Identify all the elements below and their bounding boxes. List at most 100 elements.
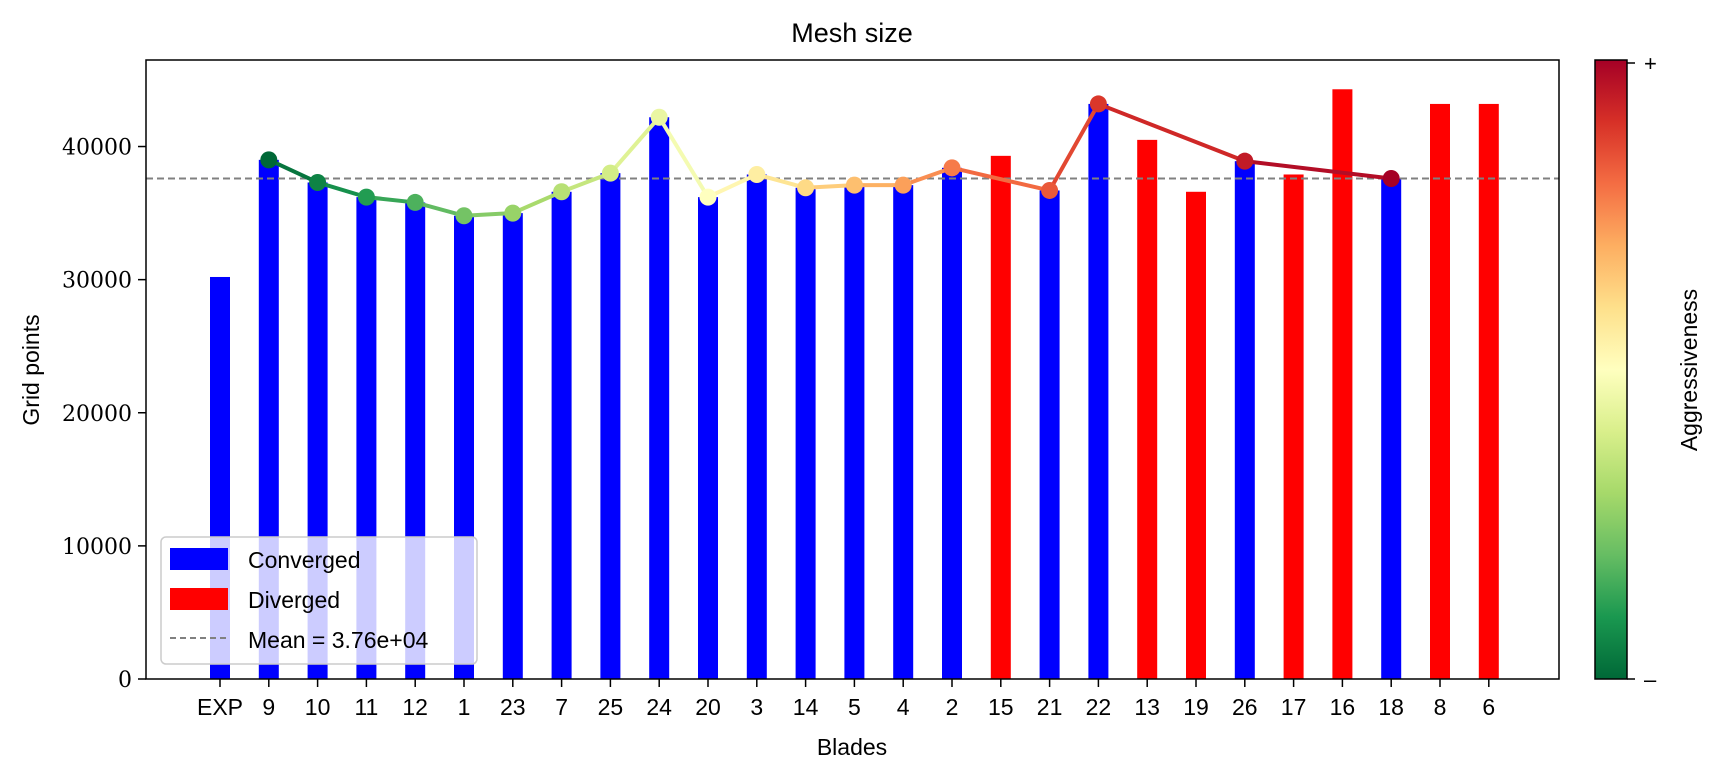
series-segment xyxy=(1242,159,1394,181)
bar-25 xyxy=(600,173,621,679)
aggressiveness-series-group xyxy=(260,95,1400,225)
y-tick-label: 0 xyxy=(118,668,132,693)
y-tick-label: 40000 xyxy=(62,136,132,161)
x-tick-label: 8 xyxy=(1434,694,1447,720)
x-tick-label: 21 xyxy=(1037,694,1063,720)
x-tick-label: 3 xyxy=(750,694,763,720)
x-tick-label: EXP xyxy=(197,694,243,720)
x-tick-label: 2 xyxy=(946,694,959,720)
series-point-23 xyxy=(504,204,522,222)
series-point-14 xyxy=(797,179,815,197)
x-tick-label: 11 xyxy=(354,694,378,720)
x-tick-label: 6 xyxy=(1482,694,1495,720)
bar-16 xyxy=(1332,89,1353,680)
series-segment xyxy=(1096,101,1247,164)
x-tick-label: 4 xyxy=(897,694,910,720)
series-point-10 xyxy=(309,173,327,191)
series-point-18 xyxy=(1382,169,1400,187)
bar-6 xyxy=(1478,103,1499,680)
series-point-20 xyxy=(699,188,717,206)
x-tick-label: 13 xyxy=(1134,694,1160,720)
y-tick-label: 10000 xyxy=(62,535,132,560)
x-tick-label: 16 xyxy=(1330,694,1356,720)
series-segment xyxy=(1047,101,1101,193)
bars-group xyxy=(210,89,1499,680)
x-tick-label: 24 xyxy=(646,694,672,720)
bar-20 xyxy=(698,197,718,680)
y-tick-label: 20000 xyxy=(62,402,132,427)
series-point-7 xyxy=(553,183,571,201)
y-tick-label: 30000 xyxy=(62,269,132,294)
colorbar: + – Aggressiveness xyxy=(1594,51,1702,692)
x-tick-label: 12 xyxy=(402,694,428,720)
legend: Converged Diverged Mean = 3.76e+04 xyxy=(160,536,478,665)
series-point-1 xyxy=(455,207,473,225)
legend-box xyxy=(160,536,478,665)
colorbar-gradient xyxy=(1594,59,1628,680)
bar-23 xyxy=(502,213,523,679)
series-point-26 xyxy=(1236,152,1254,170)
x-tick-label: 14 xyxy=(793,694,819,720)
bar-8 xyxy=(1430,103,1450,680)
colorbar-top-label: + xyxy=(1644,51,1657,76)
bar-14 xyxy=(795,187,816,679)
series-point-5 xyxy=(845,176,863,194)
series-point-3 xyxy=(748,165,766,183)
series-point-4 xyxy=(894,176,912,194)
bar-4 xyxy=(893,185,914,680)
legend-label-mean: Mean = 3.76e+04 xyxy=(248,627,429,653)
plot-frame xyxy=(145,59,1560,680)
colorbar-bottom-label: – xyxy=(1644,667,1657,692)
x-tick-label: 18 xyxy=(1378,694,1404,720)
series-segment xyxy=(510,189,564,216)
x-tick-label: 25 xyxy=(598,694,624,720)
series-point-22 xyxy=(1089,95,1107,113)
series-point-12 xyxy=(406,193,424,211)
bar-2 xyxy=(942,167,962,679)
x-tick-label: 7 xyxy=(555,694,568,720)
bar-18 xyxy=(1381,178,1402,679)
chart-title: Mesh size xyxy=(791,18,913,48)
legend-label-converged: Converged xyxy=(248,547,361,573)
bar-5 xyxy=(844,185,865,680)
bar-21 xyxy=(1039,190,1060,679)
x-tick-label: 5 xyxy=(848,694,861,720)
series-segment xyxy=(266,157,320,185)
x-tick-label: 19 xyxy=(1183,694,1209,720)
series-point-24 xyxy=(650,108,668,126)
bar-19 xyxy=(1186,191,1206,679)
bar-15 xyxy=(990,155,1011,679)
bar-17 xyxy=(1283,174,1304,679)
x-tick-label: 1 xyxy=(458,694,471,720)
legend-label-diverged: Diverged xyxy=(248,587,340,613)
series-segment xyxy=(657,115,710,200)
series-point-25 xyxy=(601,164,619,182)
x-axis-label: Blades xyxy=(817,734,887,760)
x-tick-label: 22 xyxy=(1086,694,1112,720)
y-axis: 0 10000 20000 30000 40000 xyxy=(62,136,146,693)
series-segment xyxy=(706,172,759,200)
x-axis: EXP 9 10 11 12 1 23 7 25 24 20 3 14 5 4 2 15 21 22 13 19 26 17… xyxy=(197,679,1495,720)
x-tick-label: 10 xyxy=(305,694,331,720)
legend-swatch-converged xyxy=(170,548,228,570)
x-tick-label: 9 xyxy=(262,694,275,720)
bar-3 xyxy=(746,174,767,679)
series-segment xyxy=(950,165,1052,193)
bar-26 xyxy=(1234,161,1255,679)
bar-24 xyxy=(649,117,670,680)
x-tick-label: 23 xyxy=(500,694,526,720)
colorbar-label: Aggressiveness xyxy=(1676,289,1702,451)
bar-7 xyxy=(551,191,572,679)
legend-swatch-diverged xyxy=(170,588,228,610)
series-point-21 xyxy=(1041,181,1059,199)
series-point-2 xyxy=(943,159,961,177)
y-axis-label: Grid points xyxy=(18,314,44,425)
x-tick-label: 17 xyxy=(1281,694,1307,720)
series-segment xyxy=(608,115,662,176)
x-tick-label: 20 xyxy=(695,694,721,720)
x-tick-label: 15 xyxy=(988,694,1014,720)
series-point-11 xyxy=(357,188,375,206)
x-tick-label: 26 xyxy=(1232,694,1258,720)
series-point-9 xyxy=(260,151,278,169)
